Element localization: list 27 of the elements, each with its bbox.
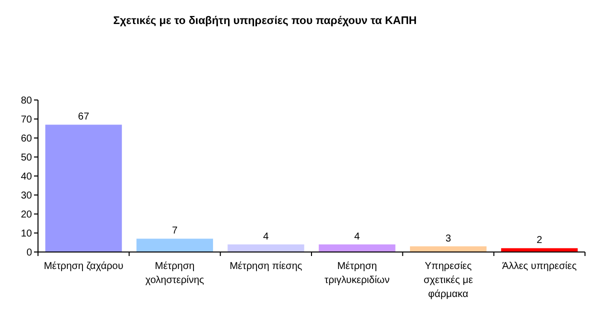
bar xyxy=(136,238,214,252)
x-tick-label: Υπηρεσίες σχετικές με φάρμακα xyxy=(424,261,474,300)
y-tick-label: 50 xyxy=(20,152,32,164)
x-tick-label: Μέτρηση ζαχάρου xyxy=(44,261,124,272)
y-tick-label: 10 xyxy=(20,228,32,240)
bar xyxy=(318,244,396,252)
y-tick-label: 20 xyxy=(20,210,32,220)
x-tick-label: Μέτρηση πίεσης xyxy=(230,261,302,272)
x-tick-label: Άλλες υπηρεσίες xyxy=(502,261,577,272)
y-tick-label: 80 xyxy=(20,96,32,106)
y-tick-label: 70 xyxy=(20,114,32,126)
y-tick-label: 0 xyxy=(26,248,32,258)
data-label: 4 xyxy=(354,231,360,242)
data-label: 67 xyxy=(78,112,90,123)
y-tick-label: 40 xyxy=(20,172,32,182)
y-tick-label: 60 xyxy=(20,134,32,144)
x-tick-label: Μέτρηση χοληστερίνης xyxy=(145,261,204,286)
data-label: 2 xyxy=(536,235,543,246)
data-label: 4 xyxy=(263,231,270,242)
bar xyxy=(501,248,578,252)
bar xyxy=(228,244,304,252)
bar xyxy=(45,124,122,252)
data-label: 7 xyxy=(172,226,178,237)
data-label: 3 xyxy=(445,233,452,244)
x-tick-label: Μέτρηση τριγλυκεριδίων xyxy=(324,261,390,286)
y-tick-label: 30 xyxy=(20,190,32,202)
chart-title: Σχετικές με το διαβήτη υπηρεσίες που παρέχουν τα ΚΑΠΗ xyxy=(113,15,417,27)
